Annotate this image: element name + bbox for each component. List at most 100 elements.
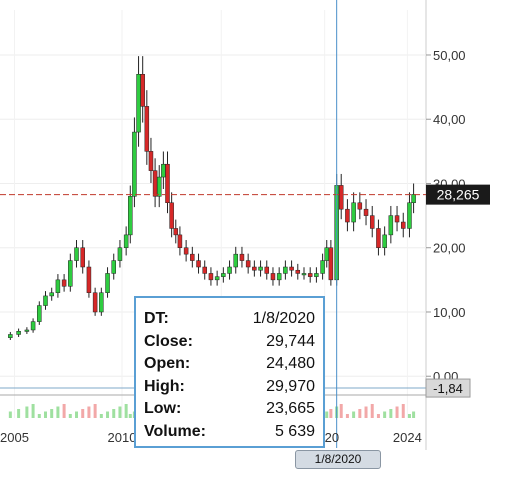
volume-bar [112,409,116,418]
value-badges: 28,265 -1,84 [425,184,490,398]
candle-body [24,329,30,332]
candle-body [252,266,257,271]
candle-body [177,234,183,248]
tooltip-label: DT: [144,310,169,327]
tooltip-row-volume: Volume: 5 639 [144,421,315,444]
crosshair-date-label: 1/8/2020 [295,450,381,469]
candle-body [111,260,116,274]
candle-body [239,253,245,261]
candle-body [214,276,220,281]
candle-body [37,305,42,322]
candle-body [156,176,162,197]
candle-body [258,266,263,271]
candle-body [345,208,350,223]
candle-body [105,273,110,293]
candle-body [307,273,313,277]
candle-body [369,215,375,229]
tooltip-value: 1/8/2020 [252,310,315,327]
candle-body [140,74,145,107]
tooltip-value: 29,744 [266,332,315,350]
candle-body [401,221,406,229]
candle-body [357,202,363,210]
candle-body [169,202,174,229]
volume-bar [50,409,54,418]
y-tick-label: 50,00 [433,48,466,63]
candle-body [148,151,154,171]
candle-body [183,247,189,255]
candle-body [338,185,344,210]
candle-body [74,247,79,261]
indicator-label: -1,84 [433,381,463,396]
tooltip-value: 24,480 [266,355,315,372]
candle-body [301,273,307,276]
tooltip-row-date: DT: 1/8/2020 [144,308,315,331]
volume-bar [87,406,91,418]
y-tick-label: 20,00 [433,241,466,256]
volume-bar [31,404,35,418]
candle-body [43,295,48,306]
tooltip-label: High: [144,377,185,395]
volume-bar [81,409,85,418]
candle-body [80,247,85,268]
data-tooltip: DT: 1/8/2020 Close: 29,744 Open: 24,480 Hig… [134,296,325,448]
x-tick-label: 2024 [393,430,422,445]
x-tick-label: 2010 [108,430,137,445]
volume-bar [358,409,362,418]
volume-bar [62,404,66,418]
candle-body [295,269,301,274]
candle-body [128,196,133,236]
tooltip-label: Close: [144,332,193,350]
candle-body [314,273,319,277]
volume-bar [395,406,399,418]
candle-body [289,266,294,271]
candle-body [92,292,98,313]
tooltip-label: Volume: [144,422,206,440]
volume-bar [99,414,103,418]
tooltip-row-high: High: 29,970 [144,376,315,399]
candle-body [8,334,13,338]
volume-bar [68,414,72,418]
volume-bar [124,404,128,418]
volume-bar [352,411,356,418]
volume-bar [43,411,47,418]
candle-body [117,247,123,261]
volume-bar [75,411,79,418]
candle-body [411,194,416,204]
volume-bar [412,411,416,418]
candle-body [86,266,92,293]
candle-body [407,202,412,229]
candle-body [136,74,141,133]
volume-bar [339,404,343,418]
y-tick-label: 40,00 [433,112,466,127]
volume-bar [8,411,12,418]
candle-body [190,253,195,261]
candle-body [132,131,137,197]
volume-bar [401,404,405,418]
candle-body [227,266,232,274]
candle-body [376,228,381,248]
candle-body [49,292,54,297]
candle-body [351,202,356,223]
volume-bar [128,414,132,418]
volume-bar [37,414,41,418]
candle-body [245,260,251,268]
tooltip-row-low: Low: 23,665 [144,398,315,421]
tooltip-value: 29,970 [266,377,315,395]
candle-body [382,234,387,248]
candle-body [394,215,400,223]
tooltip-row-close: Close: 29,744 [144,331,315,354]
candlesticks [8,56,416,340]
candle-body [99,292,104,313]
volume-bar [407,414,411,418]
volume-bar [370,404,374,418]
indicator-badge [425,378,471,398]
volume-bar [93,404,97,418]
candle-body [270,273,276,281]
last-price-badge [426,184,490,205]
candle-body [144,106,150,152]
candle-body [196,260,201,268]
y-tick-label: 10,00 [433,305,466,320]
candle-body [16,331,21,335]
candle-body [388,215,394,236]
